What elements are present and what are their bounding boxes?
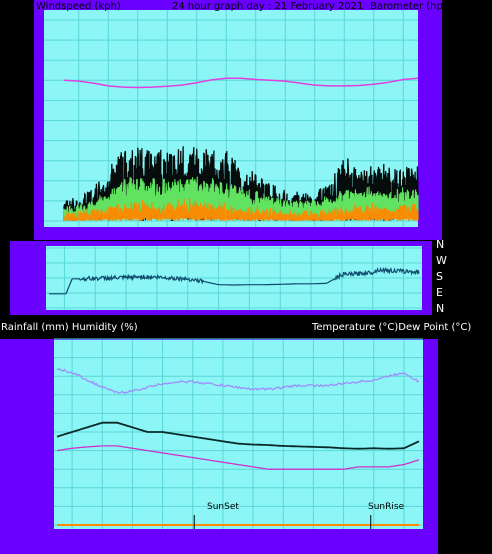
temp-header-left: Rainfall (mm) Humidity (%)	[1, 322, 138, 333]
temp-series-temperature-line	[56, 421, 420, 450]
temp-series-humidity-line	[56, 368, 420, 395]
wind-series-speed-line	[63, 197, 419, 223]
temp-axes	[193, 515, 372, 529]
compass-e: E	[436, 286, 443, 299]
wind-series-barometer-line	[63, 77, 419, 89]
temp-plot-area	[54, 340, 423, 529]
wind-header-right: Barometer (hpa)	[370, 1, 453, 12]
sunset-label: SunSet	[207, 502, 239, 512]
temp-header-right: Temperature (°C)Dew Point (°C)	[311, 322, 471, 333]
compass-n-top: N	[436, 238, 444, 251]
direction-grid	[46, 246, 422, 310]
direction-series-line	[49, 266, 420, 295]
temp-series-group	[56, 368, 420, 526]
temp-series-dew-point-line	[56, 445, 420, 470]
temp-grid	[54, 338, 423, 529]
wind-header-center: 24 hour graph day : 21 February 2021	[172, 1, 363, 12]
sunrise-label: SunRise	[368, 502, 405, 512]
wind-header-left: Windspeed (kph)	[36, 1, 121, 12]
compass-w: W	[436, 254, 447, 267]
compass-s: S	[436, 270, 443, 283]
compass-n-bottom: N	[436, 302, 444, 315]
direction-series-group	[49, 266, 420, 295]
wind-series-group	[63, 77, 419, 223]
